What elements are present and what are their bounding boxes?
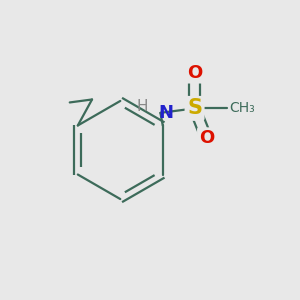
Text: O: O xyxy=(187,64,202,82)
Text: CH₃: CH₃ xyxy=(229,101,254,116)
Text: N: N xyxy=(158,104,173,122)
Text: H: H xyxy=(137,99,148,114)
Text: O: O xyxy=(199,129,214,147)
Text: S: S xyxy=(187,98,202,118)
